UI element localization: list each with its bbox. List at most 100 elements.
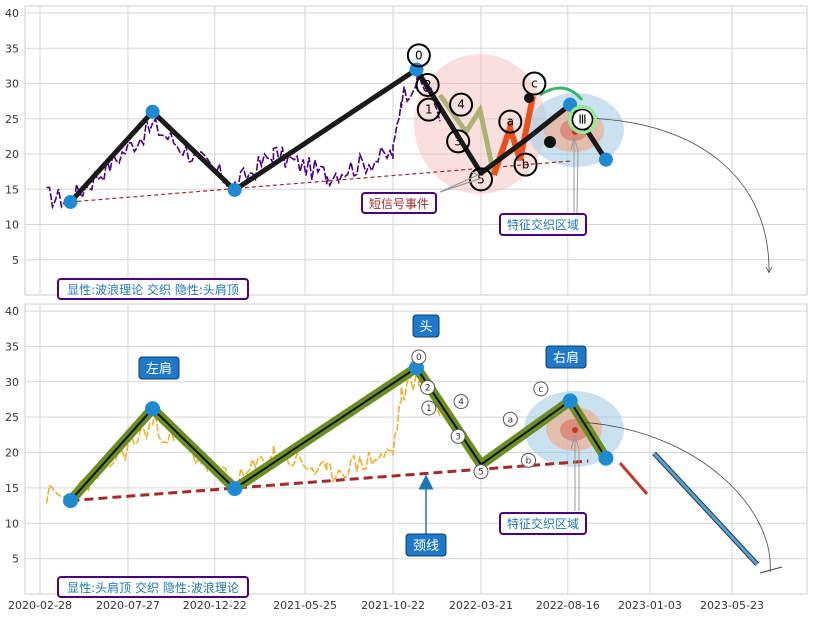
wave-circle [513,152,538,177]
pivot-point [598,450,614,466]
wave-text: c [531,77,538,91]
wave-label: a [498,109,523,134]
wave-circle [473,464,489,480]
top-black-dot [544,136,556,148]
wave-label: 3 [446,129,471,154]
wave-label: c [522,71,547,96]
wave-circle [453,394,469,410]
y-tick-label: 30 [5,78,19,91]
feature-zone-arrow-top [570,136,579,214]
wave-circle [406,43,431,68]
wave-text: 2 [425,383,431,393]
y-tick-label: 40 [5,7,19,20]
pivot-point [63,194,78,209]
wave-circle [533,381,549,397]
wave-label: 4 [449,92,474,117]
wave-label: 0 [406,43,431,68]
short-signal-box: 短信号事件 [361,192,437,214]
y-tick-label: 20 [5,447,19,460]
x-tick-label: 2020-12-22 [183,599,247,612]
wave-circle [521,452,537,468]
x-tick-label: 2020-02-28 [8,599,72,612]
wave-circle [469,167,494,192]
feature-zone-label-bottom: 特征交织区域 [507,516,579,531]
wave-text: 0 [416,353,422,363]
feature-zone-label-top: 特征交织区域 [507,217,579,232]
top-wave-labels: 0 2 1 4 3 5 a b c Ⅲ [406,43,597,192]
y-tick-label: 25 [5,113,19,126]
wave-text: 0 [415,48,423,62]
head-label: 头 [419,320,432,335]
caption-box-top: 显性:波浪理论 交织 隐性:头肩顶 [57,278,249,300]
wave-text: 5 [477,172,485,186]
left-shoulder-label: 左肩 [146,361,172,377]
wave-label: Ⅲ [567,104,597,134]
y-tick-label: 35 [5,340,19,353]
y-tick-label: 20 [5,148,19,161]
y-tick-label: 5 [12,254,19,267]
bottom-projection-arc [579,421,771,573]
wave-text: 3 [454,134,462,148]
wave-circle [522,71,547,96]
left-shoulder-badge: 左肩 [138,356,180,380]
wave-circle [502,411,518,427]
y-tick-label: 5 [12,553,19,566]
y-tick-label: 35 [5,42,19,55]
x-tick-label: 2023-01-03 [618,599,682,612]
top-projection-arc [581,117,769,272]
x-tick-label: 2023-05-23 [700,599,764,612]
wave-circle [567,104,597,134]
wave-label: a [502,411,518,427]
y-tick-label: 10 [5,219,19,232]
wave-circle [411,349,427,365]
wave-label: 5 [469,167,494,192]
top-y-ticks: 5 10 15 20 25 30 35 40 [5,7,19,267]
pivot-point [62,493,78,509]
x-tick-label: 2020-07-27 [96,599,160,612]
caption-box-bottom: 显性:头肩顶 交织 隐性:波浪理论 [57,576,249,598]
projection-red-segment [618,462,649,495]
wave-text: 1 [425,103,433,117]
wave-circle [416,97,441,122]
wave-text: b [526,456,532,466]
x-axis-ticks: 2020-02-28 2020-07-27 2020-12-22 2021-05-25… [8,599,764,612]
wave-text: 3 [455,432,461,442]
bottom-wave-labels: 0 2 1 4 3 5 a b c [411,349,549,480]
wave-label: 1 [416,97,441,122]
wave-circle [420,379,436,395]
bottom-neckline [70,459,589,503]
y-tick-label: 30 [5,376,19,389]
bottom-red-dot [572,427,578,433]
wave-label: b [513,152,538,177]
pivot-point [227,481,243,497]
wave-text: 1 [426,404,432,414]
right-shoulder-badge: 右肩 [545,345,587,369]
wave-label: 5 [473,464,489,480]
feature-zone-box-bottom: 特征交织区域 [499,512,587,535]
top-black-dot [524,93,534,103]
top-zigzag [68,66,608,204]
head-badge: 头 [412,314,440,338]
wave-label: 2 [415,72,440,97]
top-pivots [63,62,613,209]
pivot-point [598,152,613,167]
wave-label: 3 [450,428,466,444]
wave-circle [446,129,471,154]
wave-label: 2 [420,379,436,395]
pivot-point [145,104,160,119]
x-tick-label: 2021-10-22 [361,599,425,612]
wave-label: b [521,452,537,468]
wave-text: Ⅲ [578,112,586,126]
caption-top: 显性:波浪理论 交织 隐性:头肩顶 [67,282,239,297]
wave-text: a [508,415,514,425]
wave-text: 2 [424,78,432,92]
bottom-grid [25,304,807,594]
short-signal-arrow [439,171,483,193]
y-tick-label: 25 [5,411,19,424]
wave-text: b [522,158,530,172]
wave-text: 4 [458,398,464,408]
projection-line [652,452,759,566]
y-tick-label: 40 [5,305,19,318]
wave-circle [571,108,594,131]
